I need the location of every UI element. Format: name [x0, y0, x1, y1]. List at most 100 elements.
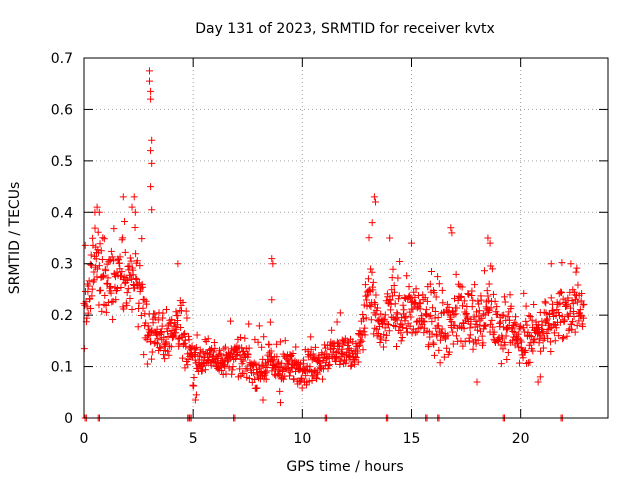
data-point	[396, 320, 404, 328]
data-point	[135, 299, 143, 307]
data-point	[512, 313, 520, 321]
data-point-outlier	[174, 260, 182, 268]
data-point	[196, 352, 204, 360]
data-point	[291, 357, 299, 365]
data-point	[430, 340, 438, 348]
data-point	[552, 324, 560, 332]
data-point	[531, 335, 539, 343]
data-point	[476, 316, 484, 324]
data-point	[184, 332, 192, 340]
data-point	[228, 366, 236, 374]
data-point	[546, 338, 554, 346]
data-point	[94, 246, 102, 254]
y-tick-label: 0.7	[51, 51, 73, 67]
data-point	[154, 335, 162, 343]
data-point	[574, 281, 582, 289]
data-point	[453, 304, 461, 312]
data-point	[452, 332, 460, 340]
data-point	[450, 295, 458, 303]
data-point	[274, 367, 282, 375]
data-point-outlier	[547, 260, 555, 268]
data-point	[258, 343, 266, 351]
data-point	[504, 349, 512, 357]
data-point	[127, 257, 135, 265]
data-point	[161, 355, 169, 363]
data-point	[434, 313, 442, 321]
data-point	[359, 310, 367, 318]
data-point	[466, 331, 474, 339]
data-point	[126, 295, 134, 303]
data-point-outlier	[147, 95, 155, 103]
data-point	[503, 356, 511, 364]
data-point	[305, 350, 313, 358]
data-point-outlier	[370, 193, 378, 201]
data-point	[88, 285, 96, 293]
data-point	[100, 235, 108, 243]
data-point	[265, 341, 273, 349]
data-point	[307, 345, 315, 353]
data-point	[120, 305, 128, 313]
data-point	[461, 338, 469, 346]
data-point	[278, 359, 286, 367]
data-point	[365, 234, 373, 242]
data-point	[121, 248, 129, 256]
data-point	[448, 308, 456, 316]
data-point	[240, 369, 248, 377]
data-point	[308, 377, 316, 385]
data-point	[468, 287, 476, 295]
data-point	[229, 363, 237, 371]
data-point	[416, 300, 424, 308]
data-point	[510, 319, 518, 327]
data-point	[215, 346, 223, 354]
data-point	[443, 300, 451, 308]
data-point	[354, 343, 362, 351]
data-point	[559, 335, 567, 343]
data-point	[369, 286, 377, 294]
data-point	[477, 296, 485, 304]
data-point	[124, 276, 132, 284]
data-point	[87, 305, 95, 313]
data-point	[98, 255, 106, 263]
data-point	[556, 318, 564, 326]
data-point	[333, 318, 341, 326]
data-point	[190, 374, 198, 382]
data-point	[470, 313, 478, 321]
data-point	[489, 323, 497, 331]
data-point	[232, 355, 240, 363]
data-point	[488, 316, 496, 324]
data-point	[86, 260, 94, 268]
data-point	[482, 322, 490, 330]
data-point	[430, 289, 438, 297]
data-point	[100, 271, 108, 279]
data-point	[426, 280, 434, 288]
data-point	[412, 285, 420, 293]
data-point	[124, 263, 132, 271]
data-point	[266, 318, 274, 326]
data-point	[220, 345, 228, 353]
data-point	[573, 322, 581, 330]
data-point	[397, 329, 405, 337]
data-point	[541, 298, 549, 306]
data-point	[436, 359, 444, 367]
data-point	[563, 302, 571, 310]
x-tick-label: 5	[189, 431, 198, 447]
data-point	[172, 325, 180, 333]
data-point	[504, 313, 512, 321]
data-point	[363, 296, 371, 304]
data-point	[102, 267, 110, 275]
data-point	[210, 348, 218, 356]
data-point	[169, 332, 177, 340]
data-point	[450, 311, 458, 319]
y-tick-label: 0.2	[51, 308, 73, 324]
data-point	[268, 367, 276, 375]
y-tick-label: 0	[64, 411, 73, 427]
data-point	[183, 314, 191, 322]
data-point	[530, 301, 538, 309]
data-point	[500, 293, 508, 301]
data-point	[485, 280, 493, 288]
data-point	[559, 333, 567, 341]
data-point	[149, 319, 157, 327]
data-point	[383, 331, 391, 339]
data-point	[185, 336, 193, 344]
